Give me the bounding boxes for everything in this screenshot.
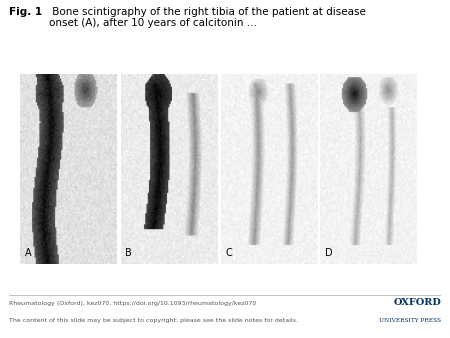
Text: Rheumatology (Oxford), kez070, https://doi.org/10.1093/rheumatology/kez070: Rheumatology (Oxford), kez070, https://d… xyxy=(9,301,256,306)
Text: The content of this slide may be subject to copyright: please see the slide note: The content of this slide may be subject… xyxy=(9,318,298,323)
Text: Bone scintigraphy of the right tibia of the patient at disease
onset (A), after : Bone scintigraphy of the right tibia of … xyxy=(49,7,365,28)
Text: A: A xyxy=(25,248,32,258)
Text: OXFORD: OXFORD xyxy=(393,298,441,308)
Text: Fig. 1: Fig. 1 xyxy=(9,7,42,17)
Text: B: B xyxy=(126,248,132,258)
Text: UNIVERSITY PRESS: UNIVERSITY PRESS xyxy=(379,318,441,323)
Text: D: D xyxy=(325,248,333,258)
Text: C: C xyxy=(225,248,232,258)
